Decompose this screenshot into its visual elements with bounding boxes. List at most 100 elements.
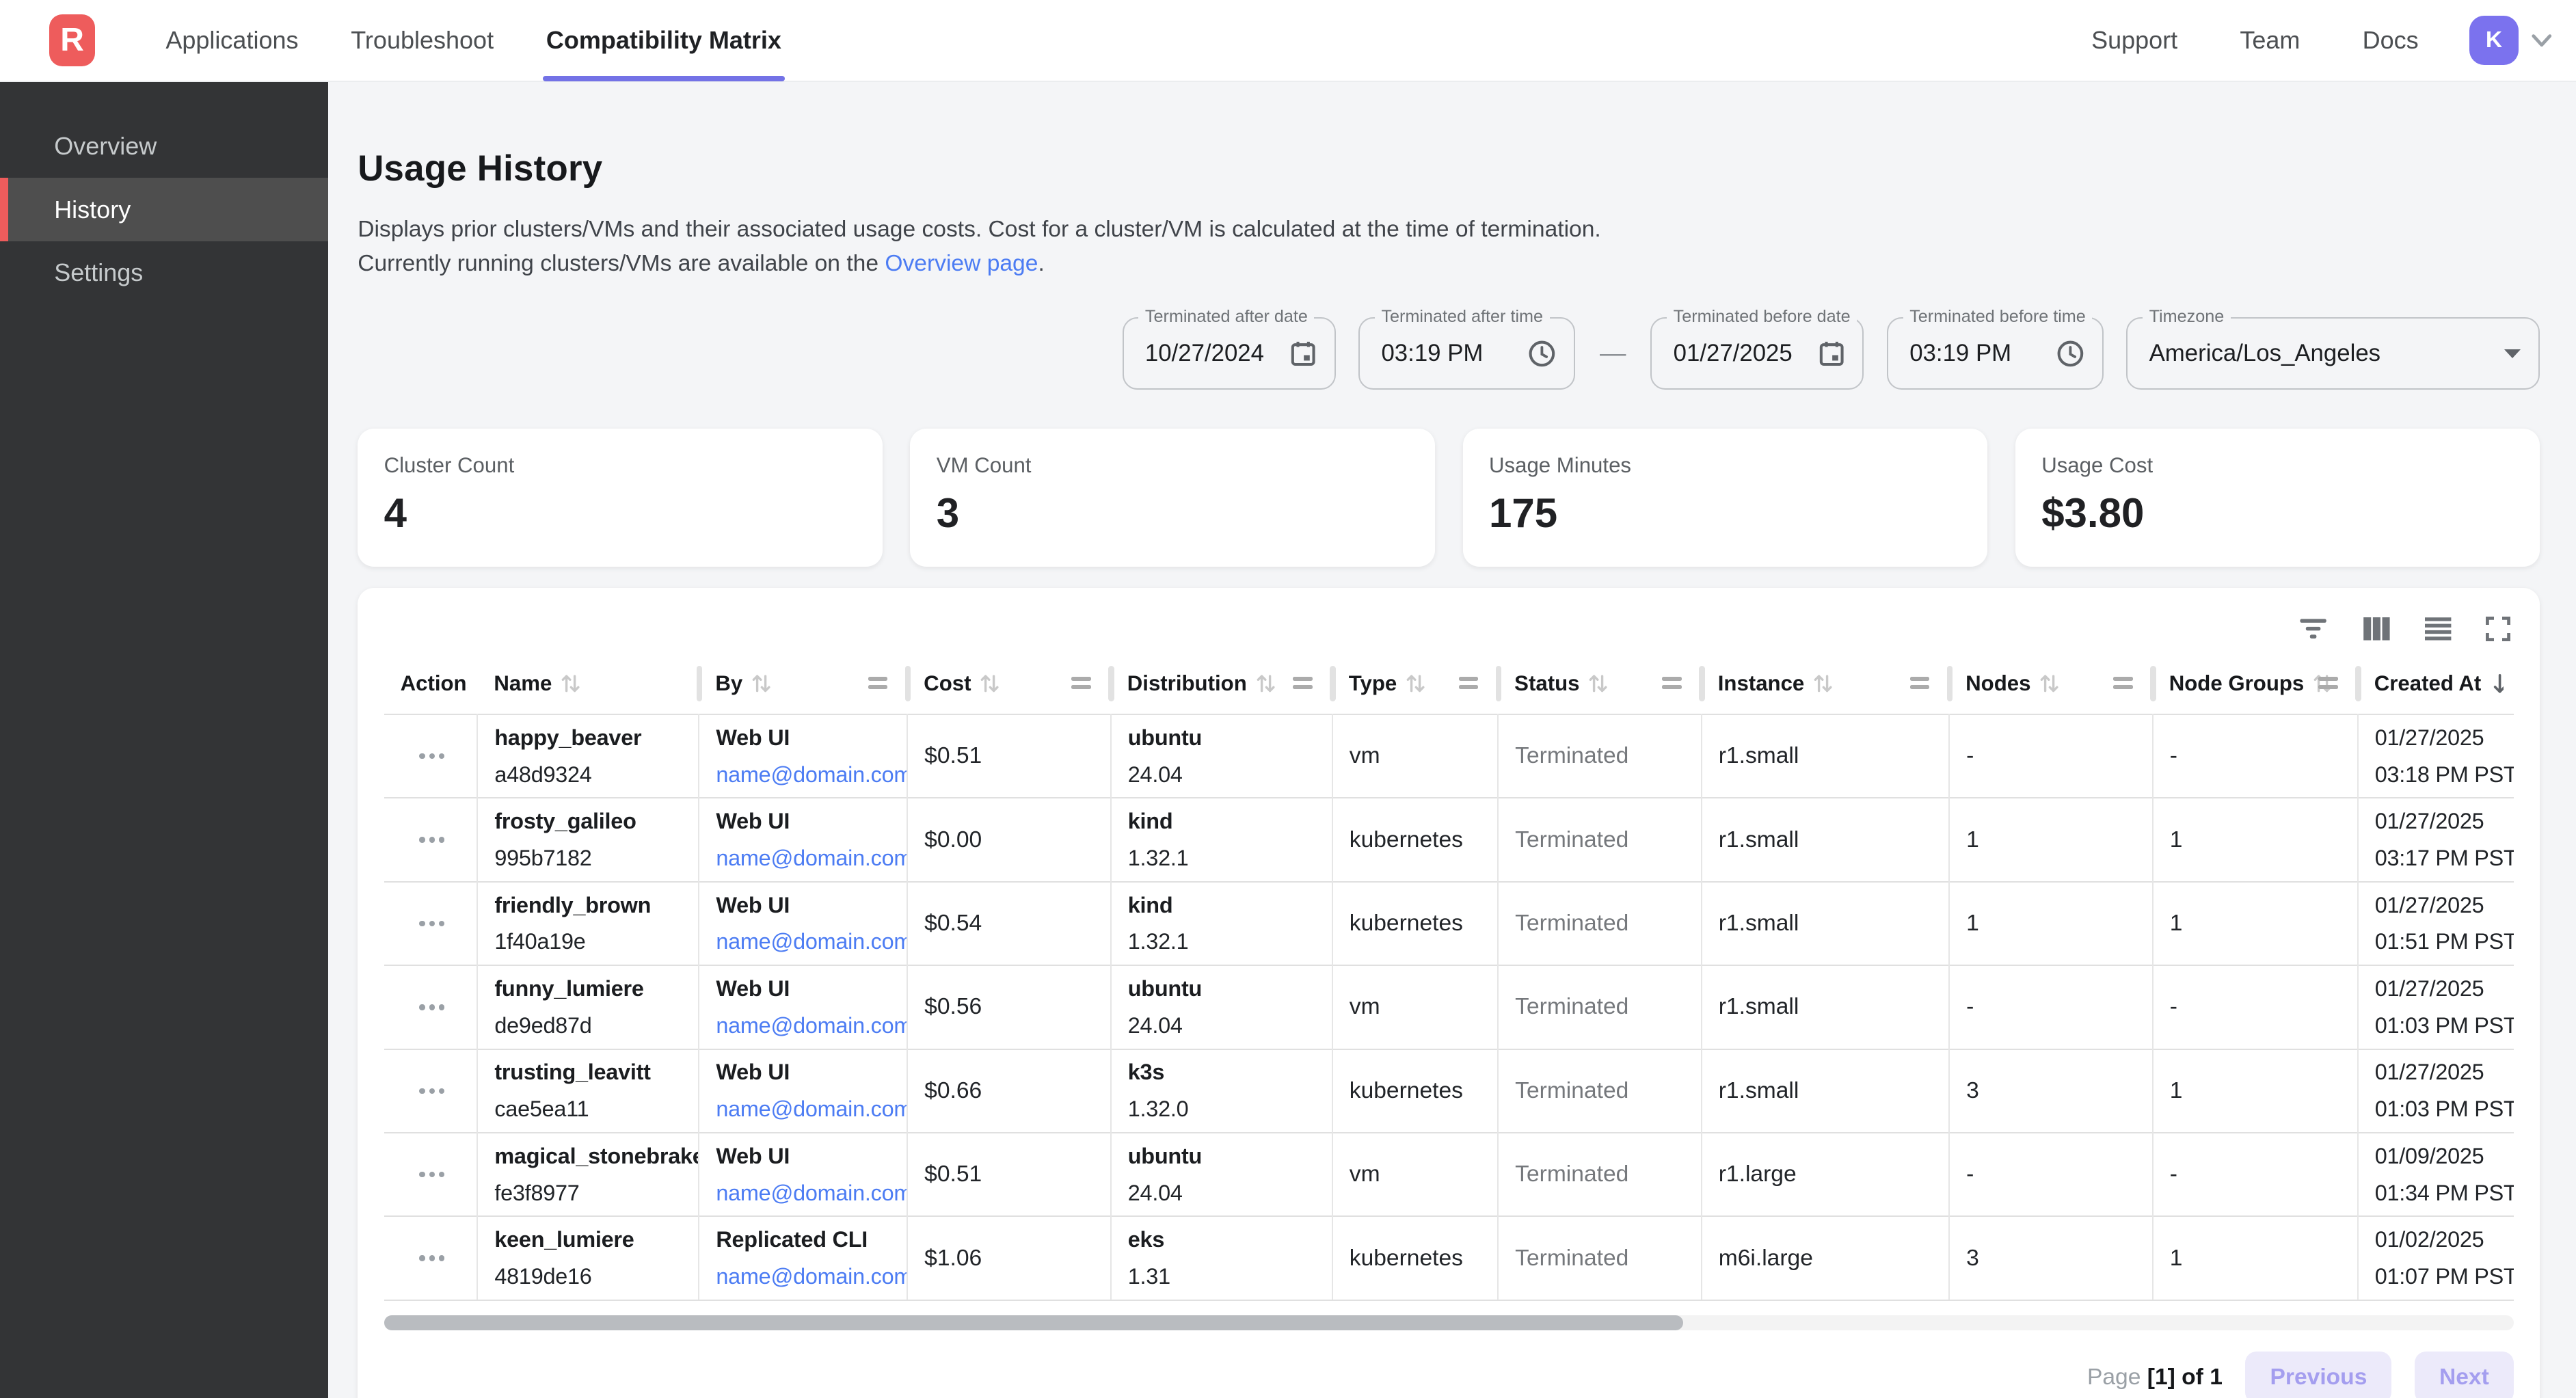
next-button[interactable]: Next (2415, 1352, 2514, 1398)
scrollbar-thumb[interactable] (384, 1315, 1683, 1330)
row-actions-button[interactable] (401, 1072, 464, 1110)
row-actions-button[interactable] (401, 904, 464, 943)
email-link[interactable]: name@domain.com (716, 1097, 894, 1122)
page-info: [1] of 1 (2147, 1365, 2223, 1390)
cell-status: Terminated (1498, 1133, 1702, 1216)
row-actions-button[interactable] (401, 737, 464, 775)
stat-card-usage-minutes: Usage Minutes 175 (1463, 429, 1987, 567)
calendar-icon[interactable] (1290, 340, 1316, 368)
stat-label: Usage Cost (2041, 453, 2514, 478)
column-header-distribution[interactable]: Distribution (1111, 654, 1332, 714)
column-label: Created At (2374, 671, 2482, 696)
nav-item-applications[interactable]: Applications (139, 0, 325, 81)
email-link[interactable]: name@domain.com (716, 846, 894, 871)
column-label: Distribution (1127, 671, 1247, 696)
sort-arrows-icon (560, 672, 581, 695)
table-row: happy_beavera48d9324 Web UIname@domain.c… (384, 714, 2514, 798)
row-actions-button[interactable] (401, 1155, 464, 1194)
terminated-before-time-field[interactable]: Terminated before time 03:19 PM (1887, 317, 2104, 390)
column-menu-icon[interactable] (2113, 677, 2133, 689)
cell-name: magical_stonebrakerfe3f8977 (477, 1133, 699, 1216)
email-link[interactable]: name@domain.com (716, 1181, 894, 1206)
nav-item-docs[interactable]: Docs (2331, 0, 2450, 81)
cell-instance: r1.small (1702, 965, 1949, 1049)
column-menu-icon[interactable] (868, 677, 888, 689)
column-header-cost[interactable]: Cost (907, 654, 1111, 714)
clock-icon[interactable] (1528, 340, 1556, 368)
overview-page-link[interactable]: Overview page (885, 251, 1038, 276)
clock-icon[interactable] (2056, 340, 2084, 368)
cell-cost: $0.66 (907, 1049, 1111, 1133)
column-menu-icon[interactable] (1910, 677, 1930, 689)
column-header-instance[interactable]: Instance (1702, 654, 1949, 714)
column-header-node-groups[interactable]: Node Groups (2153, 654, 2358, 714)
row-actions-button[interactable] (401, 1239, 464, 1277)
cell-actions (384, 965, 478, 1049)
filter-icon[interactable] (2298, 617, 2328, 641)
column-menu-icon[interactable] (1662, 677, 1682, 689)
fullscreen-icon[interactable] (2486, 617, 2510, 641)
date-range-separator: — (1598, 338, 1628, 368)
page-label: Page (2087, 1365, 2141, 1390)
cell-cost: $1.06 (907, 1216, 1111, 1300)
timezone-select[interactable]: Timezone America/Los_Angeles (2126, 317, 2540, 390)
avatar[interactable]: K (2469, 16, 2519, 65)
column-header-type[interactable]: Type (1332, 654, 1498, 714)
density-icon[interactable] (2425, 617, 2451, 641)
email-link[interactable]: name@domain.com (716, 1264, 894, 1289)
sidebar-item-overview[interactable]: Overview (0, 115, 328, 178)
previous-button[interactable]: Previous (2245, 1352, 2391, 1398)
column-header-nodes[interactable]: Nodes (1949, 654, 2153, 714)
column-menu-icon[interactable] (1071, 677, 1091, 689)
column-menu-icon[interactable] (1459, 677, 1479, 689)
columns-icon[interactable] (2363, 617, 2391, 641)
terminated-before-time-label: Terminated before time (1903, 307, 2093, 327)
chevron-down-icon[interactable] (2530, 29, 2553, 51)
email-link[interactable]: name@domain.com (716, 1013, 894, 1038)
nav-item-troubleshoot[interactable]: Troubleshoot (325, 0, 520, 81)
column-header-created-at[interactable]: Created At (2358, 654, 2514, 714)
sidebar: Overview History Settings (0, 82, 328, 1398)
calendar-icon[interactable] (1819, 340, 1844, 368)
row-actions-button[interactable] (401, 988, 464, 1026)
nav-item-team[interactable]: Team (2209, 0, 2331, 81)
stat-label: VM Count (937, 453, 1409, 478)
stat-label: Cluster Count (384, 453, 857, 478)
column-header-name[interactable]: Name (477, 654, 699, 714)
row-actions-button[interactable] (401, 820, 464, 859)
cell-distribution: ubuntu24.04 (1111, 1133, 1332, 1216)
table-toolbar (384, 604, 2514, 654)
table-row: friendly_brown1f40a19e Web UIname@domain… (384, 882, 2514, 965)
cell-name: happy_beavera48d9324 (477, 714, 699, 798)
cell-nodes: 1 (1949, 798, 2153, 881)
nav-item-support[interactable]: Support (2061, 0, 2209, 81)
terminated-before-date-field[interactable]: Terminated before date 01/27/2025 (1650, 317, 1864, 390)
cell-by: Replicated CLIname@domain.com (699, 1216, 907, 1300)
email-link[interactable]: name@domain.com (716, 929, 894, 954)
sidebar-item-settings[interactable]: Settings (0, 241, 328, 304)
column-label: Node Groups (2169, 671, 2305, 696)
column-menu-icon[interactable] (2318, 677, 2338, 689)
top-nav-left: R Applications Troubleshoot Compatibilit… (0, 0, 2061, 81)
terminated-before-date-label: Terminated before date (1667, 307, 1857, 327)
cell-type: vm (1332, 965, 1498, 1049)
cell-instance: m6i.large (1702, 1216, 1949, 1300)
cell-name: friendly_brown1f40a19e (477, 882, 699, 965)
cell-node-groups: 1 (2153, 798, 2358, 881)
column-header-by[interactable]: By (699, 654, 907, 714)
cell-status: Terminated (1498, 714, 1702, 798)
email-link[interactable]: name@domain.com (716, 762, 894, 788)
terminated-after-date-field[interactable]: Terminated after date 10/27/2024 (1123, 317, 1336, 390)
nav-item-compatibility-matrix[interactable]: Compatibility Matrix (520, 0, 807, 81)
cell-status: Terminated (1498, 1216, 1702, 1300)
cell-type: vm (1332, 714, 1498, 798)
column-header-status[interactable]: Status (1498, 654, 1702, 714)
replicated-logo[interactable]: R (49, 14, 95, 67)
terminated-after-time-value: 03:19 PM (1381, 340, 1514, 367)
sidebar-item-history[interactable]: History (0, 178, 328, 241)
cell-type: vm (1332, 1133, 1498, 1216)
horizontal-scrollbar[interactable] (384, 1315, 2514, 1330)
column-label: Name (494, 671, 552, 696)
terminated-after-time-field[interactable]: Terminated after time 03:19 PM (1358, 317, 1575, 390)
column-menu-icon[interactable] (1293, 677, 1313, 689)
